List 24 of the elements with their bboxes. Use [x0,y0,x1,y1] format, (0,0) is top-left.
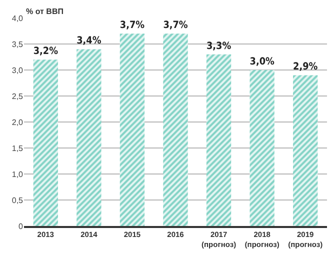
data-label: 3,3% [206,40,232,52]
data-label: 3,7% [120,20,145,32]
bar [33,60,58,226]
y-tick-label: 1,5 [12,144,24,153]
bar [76,49,102,226]
bar [206,54,232,226]
data-label: 3,7% [163,20,188,32]
bar [163,34,188,226]
y-axis-title: % от ВВП [26,7,64,16]
y-tick-label: 3,0 [12,66,24,75]
y-tick-label: 0 [18,222,24,231]
y-tick-label: 3,5 [12,40,24,49]
data-label: 3,2% [33,46,58,58]
y-tick-label: 2,0 [12,118,24,127]
y-tick-label: 2,5 [12,92,24,101]
bar [293,75,318,226]
y-tick-label: 4,0 [12,14,24,23]
bar [120,34,145,226]
data-label: 3,0% [250,56,274,68]
y-tick-label: 1,0 [12,170,24,179]
data-label: 2,9% [293,62,318,73]
bar [250,70,274,226]
data-label: 3,4% [76,36,102,47]
y-tick-label: 0,5 [12,196,24,205]
